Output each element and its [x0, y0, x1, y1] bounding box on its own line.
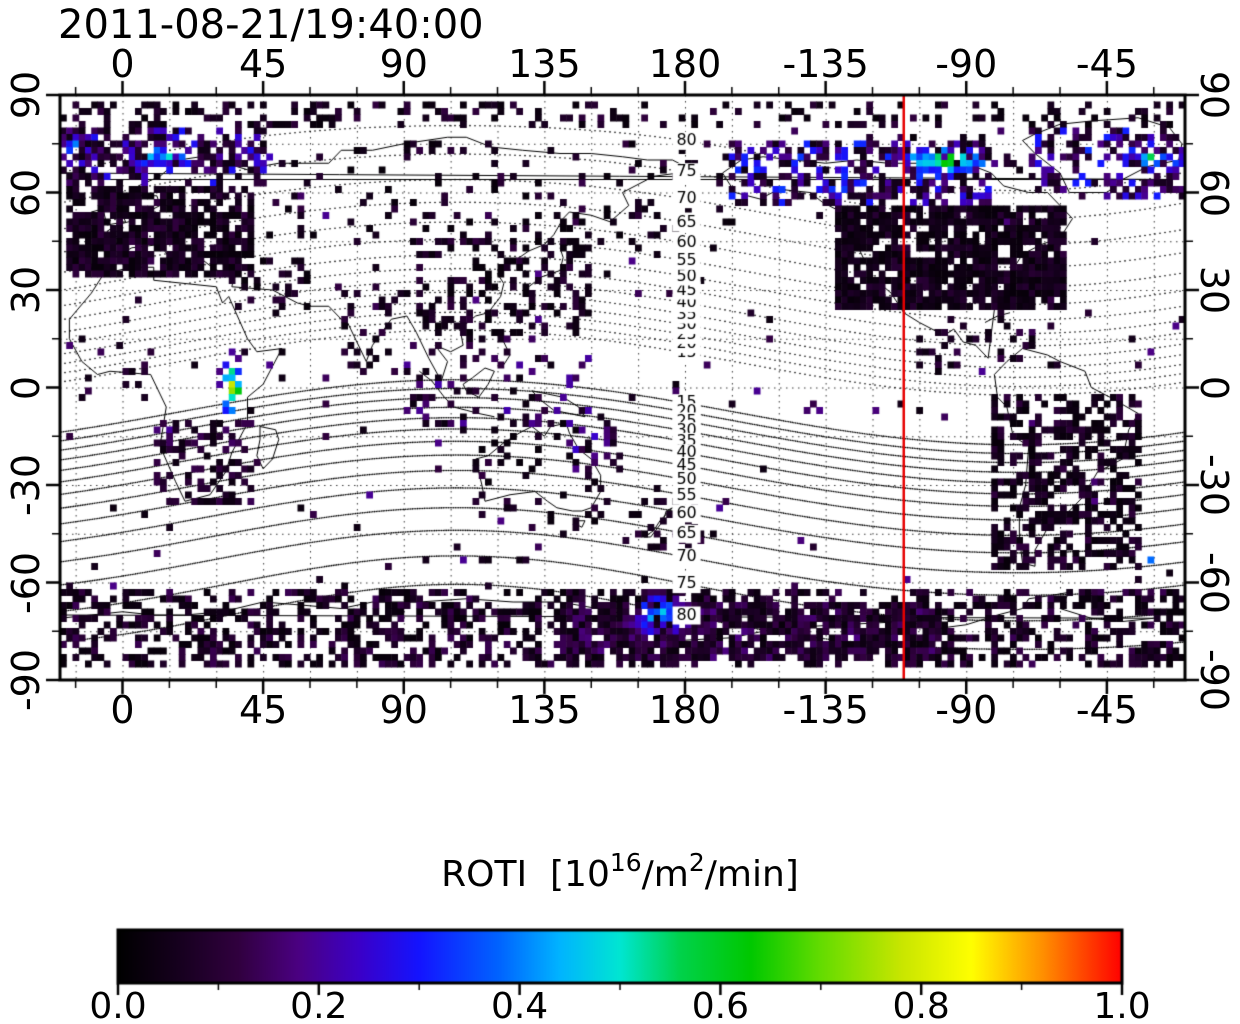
colorbar-title-exponent2: 2 — [688, 848, 705, 877]
y-axis-tick-label-right: -30 — [1192, 453, 1236, 517]
x-axis-tick-label-bottom: 45 — [238, 688, 288, 732]
colorbar-tick-label: 0.6 — [691, 986, 750, 1024]
x-axis-tick-label-bottom: 0 — [110, 688, 135, 732]
x-axis-tick-label-top: -90 — [935, 42, 998, 86]
x-axis-tick-label-top: -135 — [782, 42, 869, 86]
x-axis-tick-label-bottom: 180 — [648, 688, 722, 732]
x-axis-tick-label-top: 135 — [508, 42, 581, 86]
y-axis-tick-label-right: 0 — [1192, 375, 1236, 400]
colorbar-title-units2: /min] — [704, 854, 799, 895]
x-axis-tick-label-top: -45 — [1075, 42, 1138, 86]
x-axis-tick-label-bottom: -90 — [935, 688, 998, 732]
colorbar-title-exponent: 16 — [609, 848, 642, 877]
colorbar-title-text: ROTI [10 — [441, 854, 610, 895]
x-axis-tick-label-bottom: -45 — [1075, 688, 1138, 732]
y-axis-tick-label-left: 90 — [4, 70, 48, 120]
y-axis-tick-label-right: -60 — [1192, 551, 1236, 614]
colorbar-tick-label: 1.0 — [1093, 986, 1151, 1024]
x-axis-tick-label-bottom: 135 — [508, 688, 581, 732]
y-axis-tick-label-left: -60 — [4, 551, 48, 614]
y-axis-tick-label-left: 0 — [4, 375, 48, 400]
y-axis-tick-label-right: -90 — [1192, 648, 1236, 712]
x-axis-tick-label-top: 180 — [648, 42, 722, 86]
x-axis-tick-label-top: 90 — [379, 42, 428, 86]
y-axis-tick-label-left: -90 — [4, 648, 48, 712]
colorbar-tick-label: 0.4 — [490, 986, 549, 1024]
y-axis-tick-label-right: 30 — [1192, 265, 1236, 315]
y-axis-tick-label-left: -30 — [4, 453, 48, 517]
colorbar-tick-label: 0.0 — [89, 986, 147, 1024]
colorbar-title: ROTI [1016/m2/min] — [441, 848, 799, 895]
x-axis-tick-label-bottom: -135 — [782, 688, 869, 732]
colorbar-tick-label: 0.2 — [290, 986, 348, 1024]
y-axis-tick-label-left: 60 — [4, 168, 48, 217]
colorbar-title-units: /m — [641, 854, 689, 895]
colorbar-tick-label: 0.8 — [892, 986, 950, 1024]
y-axis-tick-label-right: 60 — [1192, 168, 1236, 217]
x-axis-tick-label-bottom: 90 — [379, 688, 428, 732]
y-axis-tick-label-left: 30 — [4, 265, 48, 315]
timestamp-title: 2011-08-21/19:40:00 — [58, 2, 484, 48]
x-axis-tick-label-top: 45 — [238, 42, 288, 86]
x-axis-tick-label-top: 0 — [110, 42, 135, 86]
y-axis-tick-label-right: 90 — [1192, 70, 1236, 120]
